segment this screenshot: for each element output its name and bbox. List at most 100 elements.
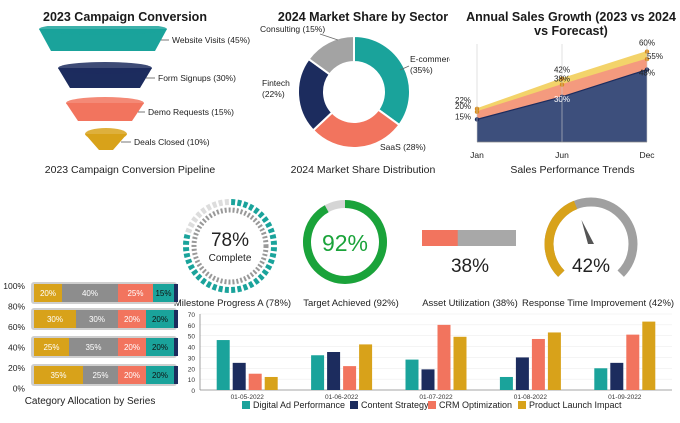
grouped-bar <box>359 344 373 390</box>
stacked-segment-label: 30% <box>47 315 63 324</box>
stacked-segment <box>146 310 174 328</box>
donut-chart: E-commerce(35%) SaaS (28%) Fintech(22%) Con… <box>260 24 450 152</box>
funnel-stage-label: Form Signups (30%) <box>158 73 236 83</box>
grouped-bar <box>437 324 451 390</box>
stacked-segment-label: 20% <box>40 289 56 298</box>
milestone-center <box>199 215 261 277</box>
stacked-segment <box>146 338 174 356</box>
stacked-segment-label: 35% <box>85 343 101 352</box>
funnel-stage <box>39 29 167 51</box>
asset-bar <box>422 230 516 246</box>
milestone-outer-segment <box>261 269 269 276</box>
grouped-bar <box>547 332 561 390</box>
grouped-bar <box>515 357 529 390</box>
grouped-bar <box>232 362 246 390</box>
grouped-legend-swatch <box>428 401 436 409</box>
grouped-bar <box>311 355 325 390</box>
donut-title: 2024 Market Share by Sector <box>277 10 449 24</box>
stacked-segment <box>146 366 174 384</box>
grouped-legend-swatch <box>242 401 250 409</box>
milestone-outer-segment <box>200 207 207 215</box>
area-caption: Sales Performance Trends <box>510 164 635 176</box>
milestone-outer-segment <box>242 283 249 291</box>
stacked-segment <box>118 338 146 356</box>
grouped-y-tick: 50 <box>188 334 196 341</box>
stacked-segment <box>34 338 69 356</box>
area-point-label: 42% <box>554 66 570 75</box>
stacked-y-tick: 40% <box>8 343 25 353</box>
stacked-y-tick: 80% <box>8 302 25 312</box>
funnel-stage-top <box>66 97 144 109</box>
donut-slice-label: SaaS (28%) <box>380 142 426 152</box>
milestone-outer-segment <box>187 221 195 229</box>
grouped-x-tick: 01-07-2022 <box>419 394 453 401</box>
grouped-bar <box>264 376 278 390</box>
area-point-label: 60% <box>639 39 655 48</box>
grouped-x-tick: 01-08-2022 <box>514 394 548 401</box>
target-caption: Target Achieved (92%) <box>303 298 399 309</box>
milestone-outer-segment <box>236 199 243 207</box>
grouped-legend-swatch <box>518 401 526 409</box>
asset-value: 38% <box>450 256 490 277</box>
milestone-outer-segment <box>211 283 218 291</box>
grouped-y-tick: 30 <box>188 355 196 362</box>
milestone-outer-segment <box>187 263 195 271</box>
donut-slice <box>353 34 411 127</box>
grouped-chart: 0 10 20 30 40 50 60 70 01-05-2022 01-06-2022 01-07… <box>188 312 672 410</box>
stacked-y-tick: 0% <box>13 384 26 393</box>
stacked-row-endcap <box>174 284 178 302</box>
stacked-row-endcap <box>174 310 178 328</box>
milestone-outer-segment <box>236 285 243 293</box>
area-point-label: 15% <box>455 112 471 121</box>
stacked-y-tick: 60% <box>8 322 25 332</box>
area-x-tick: Dec <box>639 150 655 160</box>
stacked-segment <box>76 310 118 328</box>
donut-slice-label: E-commerce(35%) <box>410 54 450 75</box>
grouped-bar <box>327 352 341 390</box>
milestone-outer-segment <box>269 233 277 240</box>
donut-leader-line <box>319 33 339 41</box>
grouped-y-tick: 70 <box>188 312 196 319</box>
donut-slice-label: Consulting (15%) <box>260 24 325 34</box>
grouped-bar <box>421 369 435 390</box>
stacked-segment-label: 25% <box>127 289 143 298</box>
response-caption: Response Time Improvement (42%) <box>522 298 675 309</box>
milestone-outer-segment <box>195 211 203 219</box>
stacked-caption: Category Allocation by Series <box>24 396 156 407</box>
response-progress-arc <box>544 200 578 277</box>
donut-leader-line <box>399 65 410 71</box>
stacked-y-tick: 100% <box>3 281 25 291</box>
milestone-outer-segment <box>191 269 199 276</box>
milestone-outer-segment <box>257 211 265 219</box>
milestone-outer-segment <box>247 203 255 211</box>
funnel-caption: 2023 Campaign Conversion Pipeline <box>44 164 216 176</box>
grouped-legend-label: Digital Ad Performance <box>253 400 345 410</box>
funnel-chart: Website Visits (45%) Form Signups (30%) De… <box>39 26 250 150</box>
target-progress-arc <box>303 200 387 284</box>
milestone-outer-segment <box>195 273 203 281</box>
stacked-y-tick: 20% <box>8 363 25 373</box>
area-point-label: 48% <box>639 69 655 78</box>
stacked-segment-label: 20% <box>152 315 168 324</box>
stacked-segment-label: 15% <box>155 289 171 298</box>
grouped-legend-swatch <box>350 401 358 409</box>
response-needle <box>581 219 594 244</box>
stacked-segment <box>118 284 153 302</box>
stacked-row-endcap <box>174 366 178 384</box>
grouped-bar <box>531 338 545 390</box>
milestone-outer-segment <box>267 258 275 265</box>
asset-fill <box>422 230 458 246</box>
grouped-bar <box>642 321 656 390</box>
stacked-row-endcap <box>174 338 178 356</box>
area-x-tick: Jun <box>555 150 569 160</box>
funnel-title: 2023 Campaign Conversion <box>43 10 207 24</box>
funnel-stage-label: Demo Requests (15%) <box>148 107 234 117</box>
area-point-label: 38% <box>554 75 570 84</box>
stacked-segment-label: 30% <box>89 315 105 324</box>
grouped-legend-label: CRM Optimization <box>439 400 512 410</box>
stacked-segment <box>118 366 146 384</box>
milestone-outer-segment <box>265 221 273 229</box>
grouped-bar <box>626 334 640 390</box>
stacked-segment <box>69 338 118 356</box>
response-value: 42% <box>571 256 611 277</box>
